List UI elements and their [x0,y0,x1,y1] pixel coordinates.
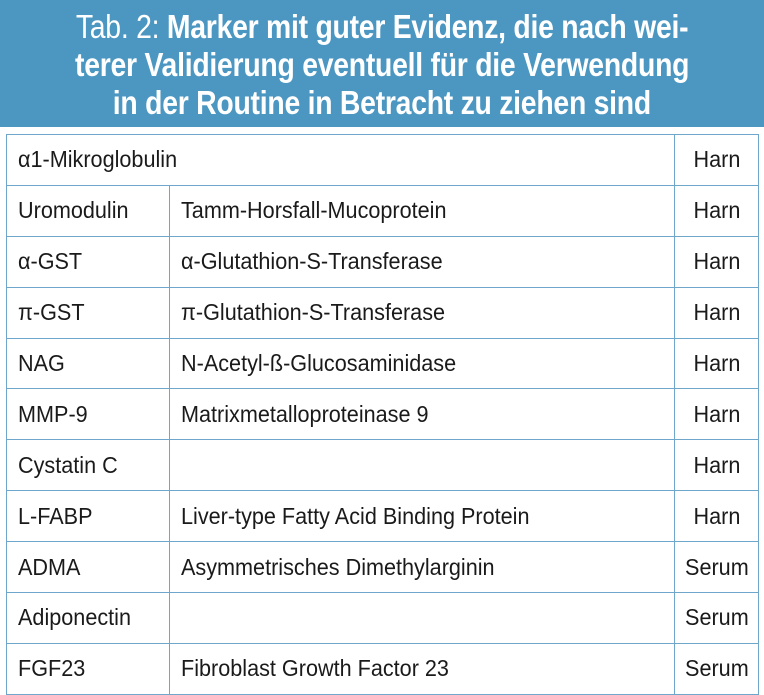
marker-cell: NAG [6,337,170,390]
specimen-cell: Harn [674,286,760,339]
description-cell: α-Glutathion-S-Transferase [168,235,676,288]
specimen-type: Harn [693,146,740,173]
description-cell: π-Glutathion-S-Transferase [168,286,676,339]
marker-description: Asymmetrisches Dimethylarginin [181,553,495,580]
specimen-type: Harn [693,197,740,224]
table-row: π-GST π-Glutathion-S-Transferase Harn [6,286,760,339]
table-row: α-GST α-Glutathion-S-Transferase Harn [6,235,760,288]
specimen-type: Serum [684,655,749,682]
marker-description: Tamm-Horsfall-Mucoprotein [181,197,447,224]
table-row: L-FABP Liver-type Fatty Acid Binding Prot… [6,490,760,543]
marker-name: α1-Mikroglobulin [18,146,178,173]
specimen-cell: Harn [674,184,760,237]
marker-table: α1-Mikroglobulin Harn Uromodulin Tamm-Horsf… [5,134,760,695]
marker-name: L-FABP [18,502,93,529]
description-cell: Fibroblast Growth Factor 23 [168,642,676,695]
table-row: NAG N-Acetyl-ß-Glucosaminidase Harn [6,337,760,390]
marker-name: NAG [18,350,65,376]
specimen-cell: Harn [674,235,760,288]
marker-description: Fibroblast Growth Factor 23 [181,655,449,682]
description-cell: N-Acetyl-ß-Glucosaminidase [168,337,676,390]
table-caption: Tab. 2: Marker mit guter Evidenz, die na… [0,0,764,127]
marker-name: Adiponectin [18,604,131,631]
marker-cell: Uromodulin [6,184,170,237]
marker-table-body: α1-Mikroglobulin Harn Uromodulin Tamm-Horsf… [5,134,760,695]
caption-line-3: in der Routine in Betracht zu ziehen sin… [112,83,652,121]
marker-cell: MMP-9 [6,388,170,441]
marker-name: Uromodulin [18,197,129,224]
caption-line-1: Tab. 2: Marker mit guter Evidenz, die na… [75,7,689,46]
marker-name: MMP-9 [18,400,88,427]
specimen-type: Serum [684,604,749,631]
specimen-cell: Serum [674,541,760,594]
marker-cell: α-GST [6,235,170,288]
specimen-cell: Serum [674,592,760,644]
marker-description: π-Glutathion-S-Transferase [181,299,446,326]
table-row: α1-Mikroglobulin Harn [5,134,760,186]
marker-name: FGF23 [18,655,86,682]
marker-cell: FGF23 [6,642,170,695]
marker-name: ADMA [18,553,81,580]
marker-cell: L-FABP [6,490,170,543]
marker-cell: Adiponectin [6,592,170,644]
specimen-cell: Harn [674,490,760,543]
table-row: MMP-9 Matrixmetalloproteinase 9 Harn [6,388,760,441]
table-row: Uromodulin Tamm-Horsfall-Mucoprotein Harn [6,184,760,237]
specimen-type: Harn [693,299,740,326]
marker-description: N-Acetyl-ß-Glucosaminidase [181,350,457,376]
specimen-cell: Harn [674,337,760,390]
caption-line-2: terer Validierung eventuell für die Verw… [74,45,690,83]
table-row: Cystatin C Harn [6,439,760,492]
specimen-cell: Harn [674,439,760,492]
description-cell: Matrixmetalloproteinase 9 [168,388,676,441]
marker-cell: ADMA [6,541,170,594]
specimen-type: Harn [693,400,740,427]
marker-name: π-GST [18,299,85,326]
specimen-type: Harn [693,451,740,478]
description-cell: Liver-type Fatty Acid Binding Protein [168,490,676,543]
marker-name: Cystatin C [18,451,118,478]
description-cell: Tamm-Horsfall-Mucoprotein [168,184,676,237]
specimen-type: Harn [693,248,740,275]
marker-description: Liver-type Fatty Acid Binding Protein [181,502,530,529]
marker-description: α-Glutathion-S-Transferase [181,248,443,275]
table-row: FGF23 Fibroblast Growth Factor 23 Serum [6,642,760,695]
marker-cell: Cystatin C [6,439,170,492]
caption-prefix: Tab. 2: [75,7,160,45]
specimen-cell: Harn [674,134,760,186]
specimen-cell: Harn [674,388,760,441]
table-row: ADMA Asymmetrisches Dimethylarginin Serum [6,541,760,594]
marker-description: Matrixmetalloproteinase 9 [181,400,429,427]
specimen-type: Serum [684,553,749,580]
caption-title-part-1: Marker mit guter Evidenz, die nach wei- [166,7,689,45]
table-row: Adiponectin Serum [6,592,760,644]
marker-cell: α1-Mikroglobulin [5,134,676,186]
specimen-type: Harn [693,350,740,376]
description-cell [168,439,676,492]
description-cell: Asymmetrisches Dimethylarginin [168,541,676,594]
specimen-cell: Serum [674,642,760,695]
marker-name: α-GST [18,248,83,275]
specimen-type: Harn [693,502,740,529]
marker-cell: π-GST [6,286,170,339]
description-cell [168,592,676,644]
